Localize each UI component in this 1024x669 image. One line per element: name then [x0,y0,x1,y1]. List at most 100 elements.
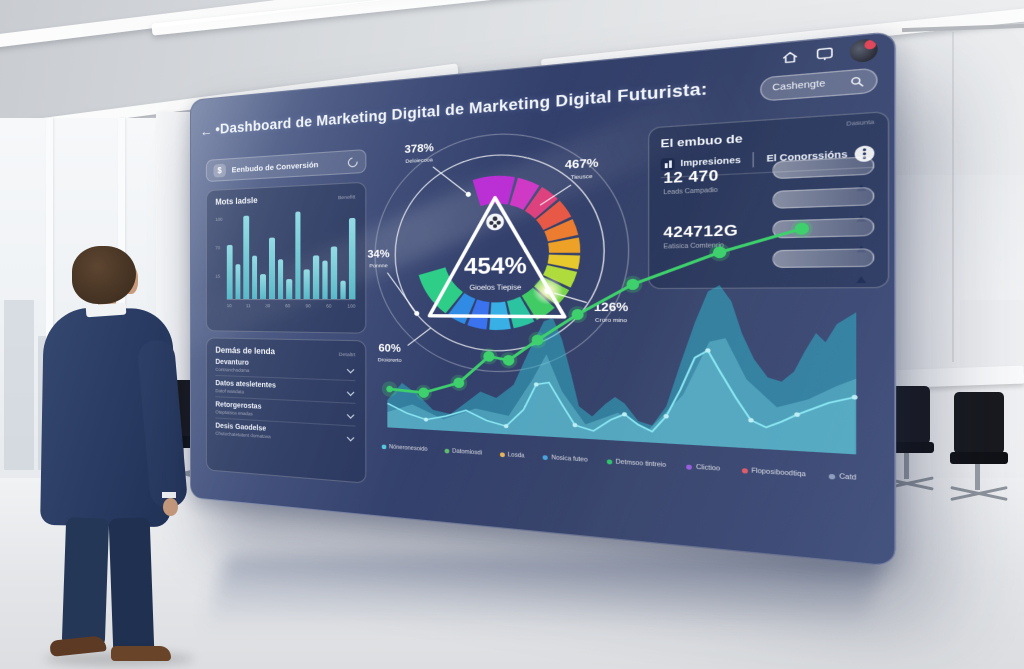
bar [252,255,258,299]
sort-up-button[interactable] [856,192,866,216]
chat-icon[interactable] [814,45,835,64]
legend-item[interactable]: Losda [500,451,525,460]
legend-item[interactable]: Datomiosdi [444,448,482,457]
callout-value: 34% [367,248,390,261]
bar-y-tick: 15 [215,274,220,279]
currency-icon: $ [213,163,225,177]
search-input[interactable]: Cashengte [760,67,878,101]
desk [884,366,1024,389]
topbar-icons [780,38,878,69]
callout-value: 467% [565,157,599,172]
chart-legend: Nóneronesoido Datomiosdi Losda Nosica futeo… [382,443,856,482]
bar [269,237,275,299]
bar-x-tick: 10 [227,303,232,308]
user-avatar[interactable] [850,38,878,63]
list-item-text: Desis Gaodelse Chutechatetatent dornatava [215,423,270,440]
callout-value: 126% [594,301,629,315]
bar [295,211,301,299]
bar [278,259,284,299]
legend-label: Floposiboodtiqa [751,468,805,479]
bar [260,274,266,299]
trouser-leg [62,517,109,644]
legend-label: Clictioo [696,464,720,473]
hand [163,498,178,516]
legend-dot [741,468,747,473]
legend-label: Nóneronesoido [389,444,428,453]
tab-divider [753,152,755,167]
legend-dot [687,465,693,470]
legend-dot [444,449,449,454]
conversion-gauge: 454% Gioelos Tiepise 378% Deloiecooa 467… [324,97,694,437]
list-item-text: Devanturo Contranchodoma [215,359,249,373]
window-frame [952,32,954,362]
callout-label: Droiorerto [378,357,402,363]
line-dot [794,412,800,417]
ball-icon [486,213,504,230]
home-icon[interactable] [780,48,800,67]
dashboard-panel: ← •Dashboard de Marketing Digital de Mar… [190,31,896,567]
gauge-center-label: Gioelos Tiepise [469,285,522,292]
list-item-label: Devanturo [215,359,249,367]
legend-dot [543,455,548,460]
legend-dot [607,459,612,464]
bar [243,216,248,299]
callout-value: 378% [404,142,434,157]
legend-item[interactable]: Nosica futeo [543,454,588,464]
list-item-text: Datos atesletentes Datof wandata [215,380,276,396]
legend-dot [829,474,835,480]
bar [313,256,319,299]
callout-label: Ponnne [369,263,388,269]
legend-item[interactable]: Detmsoo tintreio [607,458,666,469]
sort-up-button[interactable] [856,162,866,186]
callout-label: Tieusce [571,173,593,180]
callout-label: Croro mino [595,317,628,324]
list-item-sub: Contranchodoma [215,367,249,373]
funnel-progress-pills [772,156,874,268]
bar [235,264,240,299]
bar-x-tick: 11 [246,303,251,308]
list-item-text: Retorgerostas Oteptatsca enadas [215,401,261,417]
bar [227,245,232,299]
callout-dot [414,311,419,316]
kebab-icon [863,152,866,155]
trouser-leg [109,517,155,654]
line-dot [852,395,858,400]
sort-up-button[interactable] [856,223,866,247]
triangle-up-icon [856,254,866,283]
legend-label: Nosica futeo [551,455,587,465]
search-value: Cashengte [772,80,825,93]
hair [72,246,136,304]
back-arrow-icon[interactable]: ← [200,123,212,139]
search-icon[interactable] [850,75,865,88]
legend-label: Catd [839,473,856,482]
callout-value: 60% [378,342,401,355]
legend-item[interactable]: Clictioo [687,463,720,473]
progress-pill [772,187,874,209]
legend-item[interactable]: Floposiboodtiqa [741,467,805,479]
office-scene: ← •Dashboard de Marketing Digital de Mar… [0,0,1024,669]
callout-label: Deloiecooa [405,157,433,164]
legend-dot [382,445,386,450]
progress-pill [772,248,874,268]
bar-x-tick: 60 [285,303,290,308]
legend-item[interactable]: Catd [829,473,857,483]
legend-label: Detmsoo tintreio [616,459,666,470]
list-card-title: Demás de lenda [215,346,275,357]
sort-up-button[interactable] [856,254,866,278]
bar-x-tick: 90 [305,303,310,308]
panel-floor-reflection [204,556,885,630]
legend-item[interactable]: Nóneronesoido [382,443,428,453]
office-chair [948,392,1010,510]
legend-label: Losda [508,452,525,460]
bar [286,279,292,299]
bar-x-tick: 30 [265,303,270,308]
line-dot [748,418,753,423]
bar [304,269,310,299]
person-viewer [16,246,216,662]
chevron-down-icon[interactable] [347,434,355,442]
gauge-center-value: 454% [464,254,527,280]
line-dot [705,348,710,353]
shoe [111,646,171,661]
progress-pill [772,217,874,238]
bar-card-title: Mots ladsle [215,196,257,207]
